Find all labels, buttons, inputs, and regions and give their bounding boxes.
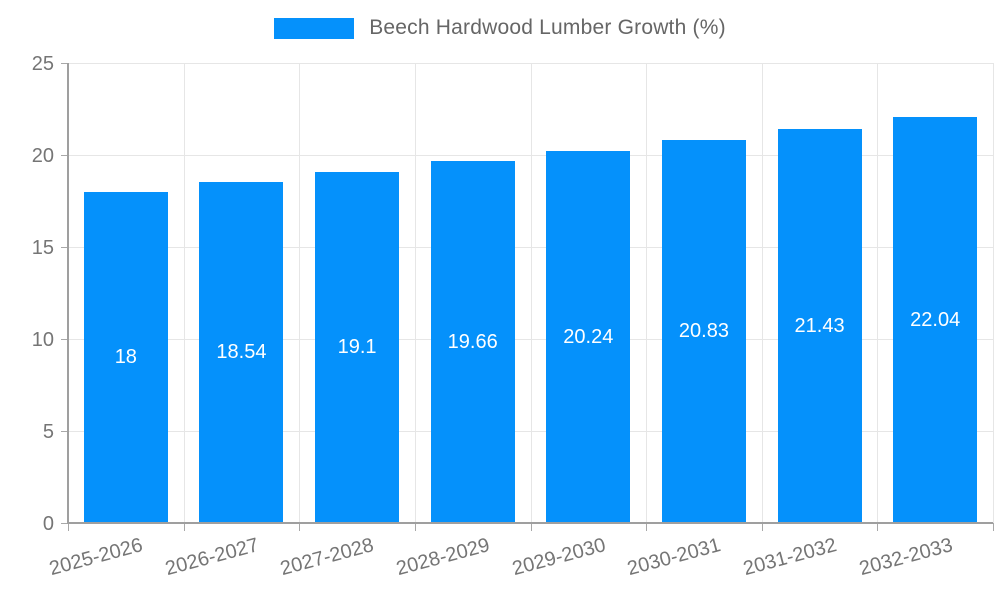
bar	[315, 171, 400, 522]
bar	[546, 150, 631, 522]
x-axis-tick	[993, 523, 994, 531]
y-axis-tick-label: 25	[31, 53, 54, 75]
x-axis-tick	[761, 523, 763, 531]
x-gridline	[183, 63, 185, 523]
bar-value-label: 19.66	[447, 331, 498, 354]
x-axis-tick	[414, 523, 416, 531]
x-axis-tick-label: 2025-2026	[47, 534, 146, 581]
bar	[893, 117, 978, 522]
bar	[199, 181, 284, 522]
x-axis-tick-label: 2028-2029	[394, 534, 493, 581]
bar	[430, 161, 515, 522]
x-axis-tick-label: 2027-2028	[278, 534, 377, 581]
x-axis-tick-label: 2029-2030	[509, 534, 608, 581]
bar	[777, 128, 862, 522]
y-axis-tick-label: 10	[31, 329, 54, 351]
x-axis-tick-label: 2030-2031	[625, 534, 724, 581]
x-gridline	[993, 63, 994, 523]
y-axis-tick	[61, 247, 68, 248]
x-gridline	[877, 63, 879, 523]
x-axis-tick	[530, 523, 532, 531]
x-axis-tick-label: 2032-2033	[856, 534, 955, 581]
y-axis-tick	[61, 63, 68, 64]
x-axis-tick	[68, 523, 69, 531]
x-gridline	[414, 63, 416, 523]
x-gridline	[646, 63, 648, 523]
bar-value-label: 22.04	[910, 309, 961, 332]
y-axis-tick	[61, 339, 68, 340]
x-axis-tick	[646, 523, 648, 531]
legend-swatch-icon	[274, 17, 355, 39]
x-gridline	[761, 63, 763, 523]
y-axis-tick	[61, 523, 68, 524]
bar-value-label: 21.43	[794, 314, 845, 337]
x-axis-tick-label: 2031-2032	[740, 534, 839, 581]
x-axis-line	[67, 522, 993, 524]
x-gridline	[299, 63, 301, 523]
bar	[661, 139, 746, 522]
chart-legend[interactable]: Beech Hardwood Lumber Growth (%)	[0, 16, 1000, 40]
y-axis-tick-label: 15	[31, 237, 54, 259]
x-axis-tick	[877, 523, 879, 531]
y-axis-tick	[61, 431, 68, 432]
legend-label: Beech Hardwood Lumber Growth (%)	[369, 16, 726, 39]
y-axis-tick	[61, 155, 68, 156]
y-axis-tick-label: 5	[42, 421, 54, 443]
x-axis-tick	[299, 523, 301, 531]
x-axis-tick	[183, 523, 185, 531]
bar-value-label: 18.54	[216, 341, 267, 364]
bar	[83, 191, 168, 522]
bar-value-label: 20.83	[678, 320, 729, 343]
y-axis-tick-label: 20	[31, 145, 54, 167]
x-axis-tick-label: 2026-2027	[162, 534, 261, 581]
x-gridline	[530, 63, 532, 523]
y-axis-line	[67, 63, 69, 524]
bar-value-label: 19.1	[337, 336, 377, 359]
bar-value-label: 20.24	[563, 325, 614, 348]
bar-value-label: 18	[114, 346, 137, 369]
y-axis-tick-label: 0	[42, 513, 54, 535]
